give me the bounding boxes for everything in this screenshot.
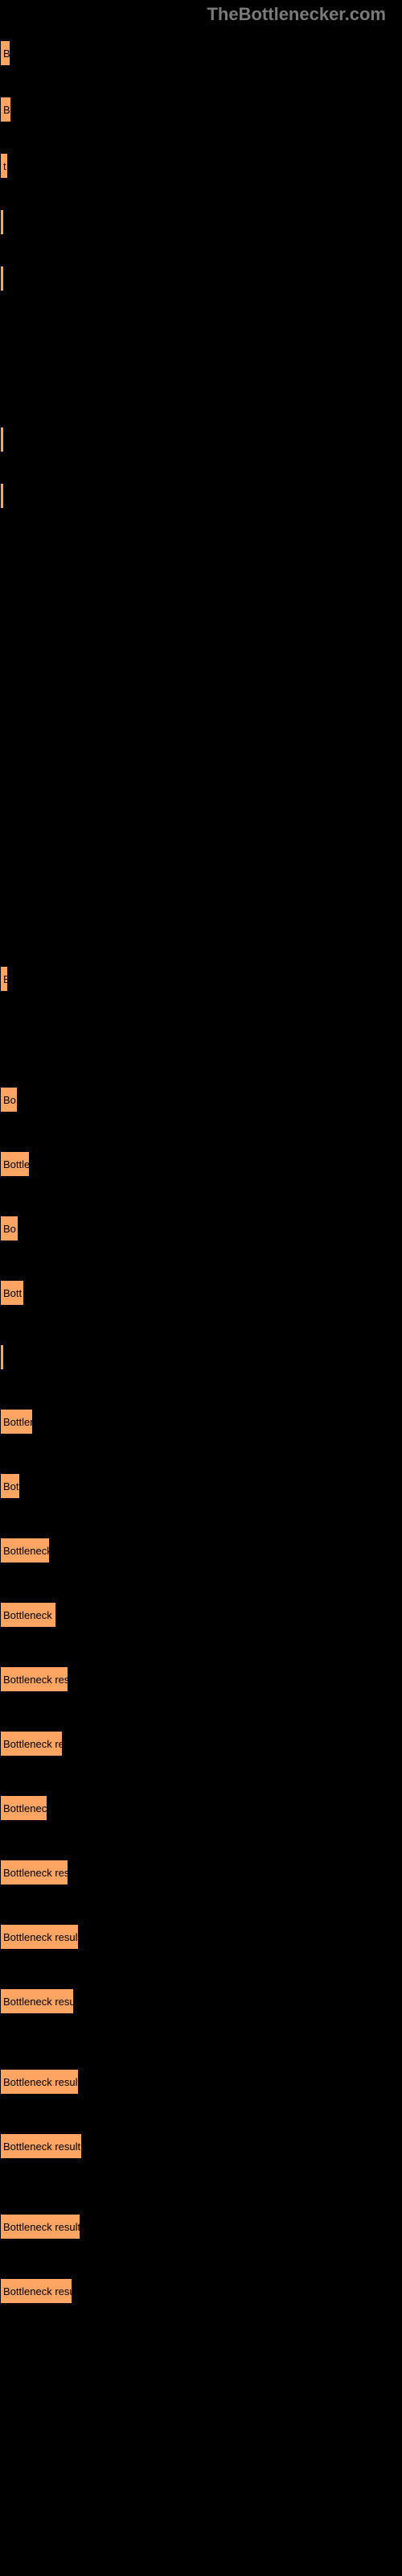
bar: Bottleneck r [0,1602,56,1628]
bar-row: Bottle [0,1151,30,1177]
bar-label: Bottleneck result [3,2076,79,2088]
bar: Bottleneck result [0,2214,80,2240]
bar: Bottleneck result [0,2133,82,2159]
bar [0,427,4,452]
bar: Bottleneck resu [0,2278,72,2304]
bar: Bottleneck resu [0,1988,74,2014]
bar-label: Bottleneck result [3,2221,80,2233]
bar-row: B [0,40,10,66]
bar: Bottleneck result [0,1924,79,1950]
bar-label: Bot [3,1480,19,1492]
bar-row: Bottleneck result [0,2069,79,2095]
bar: Bottleneck re [0,1731,63,1757]
bar-row: Bottleneck result [0,2133,82,2159]
bar-label: Bottleneck [3,1802,47,1814]
bar-row: Bottleneck res [0,1860,68,1885]
bar-row [0,266,4,291]
bar-label: Bo [3,1223,16,1235]
bar-label: Bo [3,1094,16,1106]
bar-label: E [3,973,8,985]
bar-label: Bottlen [3,1416,33,1428]
bar: Bo [0,1087,18,1113]
bar: E [0,966,8,992]
bar-label: Bottleneck [3,1545,50,1557]
bar-label: B [3,104,10,116]
bar: Bo [0,1216,18,1241]
bar-label: Bottleneck re [3,1738,63,1750]
bar-row: E [0,966,8,992]
bar-label: Bottleneck resu [3,2285,72,2297]
bar: Bottleneck res [0,1860,68,1885]
bar-label: Bottleneck resu [3,1996,74,2008]
bar-row: Bot [0,1473,20,1499]
bar-row [0,427,4,452]
bar: B [0,40,10,66]
bar: Bottleneck res [0,1666,68,1692]
bar-label: Bottleneck r [3,1609,56,1621]
bar-row: Bottleneck [0,1538,50,1563]
bar: Bottle [0,1151,30,1177]
bar-row: Bottleneck result [0,1924,79,1950]
bar-row: Bottlen [0,1409,33,1435]
bar: B [0,97,11,122]
bar-label: t [3,160,6,172]
bar-label: Bottleneck res [3,1674,68,1686]
bar-label: B [3,47,10,60]
bar: Bottleneck [0,1795,47,1821]
bar-row [0,483,4,509]
bar-row [0,209,4,235]
bar: t [0,153,8,179]
bar-label: Bottleneck res [3,1867,68,1879]
bar [0,266,4,291]
bar-row: Bottleneck r [0,1602,56,1628]
bar-row: Bo [0,1216,18,1241]
bar-row: Bo [0,1087,18,1113]
bar: Bottleneck result [0,2069,79,2095]
bar-row: B [0,97,11,122]
bar-label: Bottleneck result [3,2140,80,2153]
bar-row: Bottleneck resu [0,1988,74,2014]
bar: Bottleneck [0,1538,50,1563]
bar-row [0,1344,4,1370]
bar [0,209,4,235]
bar-row: Bottleneck result [0,2214,80,2240]
bar-row: Bottleneck re [0,1731,63,1757]
bar-row: Bott [0,1280,24,1306]
bar-row: t [0,153,8,179]
bar-row: Bottleneck resu [0,2278,72,2304]
bar [0,483,4,509]
bar: Bott [0,1280,24,1306]
bar: Bot [0,1473,20,1499]
bar [0,1344,4,1370]
bar-chart: B Bt E Bo Bottle Bo Bott Bottlen Bot Bottleneck Bo… [0,0,402,2576]
bar-label: Bottle [3,1158,30,1170]
bar-row: Bottleneck [0,1795,47,1821]
bar-label: Bott [3,1287,22,1299]
bar-row: Bottleneck res [0,1666,68,1692]
bar-label: Bottleneck result [3,1931,79,1943]
bar: Bottlen [0,1409,33,1435]
